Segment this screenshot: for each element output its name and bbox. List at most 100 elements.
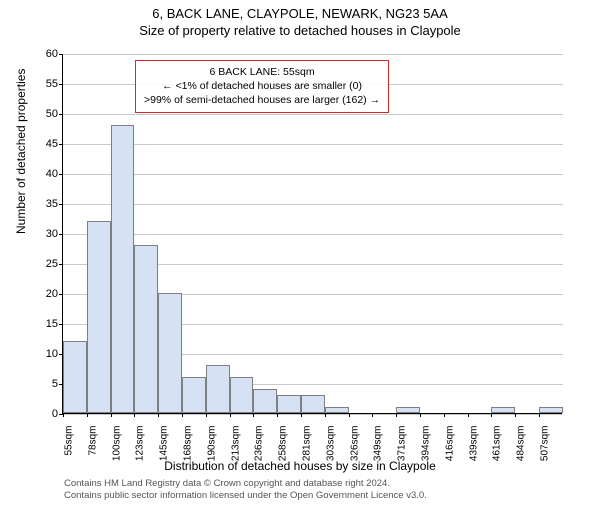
ytick-label: 10 (46, 348, 58, 360)
xtick-label: 168sqm (183, 426, 194, 462)
y-axis-label: Number of detached properties (14, 69, 28, 234)
ytick-label: 50 (46, 108, 58, 120)
ytick-mark (59, 264, 63, 265)
ytick-label: 45 (46, 138, 58, 150)
ytick-mark (59, 234, 63, 235)
ytick-label: 35 (46, 198, 58, 210)
ytick-mark (59, 324, 63, 325)
xtick-mark (111, 413, 112, 417)
histogram-bar (206, 365, 230, 413)
xtick-mark (349, 413, 350, 417)
ytick-mark (59, 174, 63, 175)
ytick-label: 30 (46, 228, 58, 240)
footer-attribution: Contains HM Land Registry data © Crown c… (64, 478, 427, 503)
chart-title-address: 6, BACK LANE, CLAYPOLE, NEWARK, NG23 5AA (0, 6, 600, 21)
xtick-label: 100sqm (111, 426, 122, 462)
histogram-bar (539, 407, 563, 413)
xtick-label: 394sqm (421, 426, 432, 462)
chart-area: 05101520253035404550556055sqm78sqm100sqm… (62, 54, 562, 414)
ytick-label: 20 (46, 288, 58, 300)
annotation-line: ← <1% of detached houses are smaller (0) (144, 79, 380, 93)
gridline (63, 54, 563, 55)
xtick-label: 507sqm (540, 426, 551, 462)
xtick-mark (277, 413, 278, 417)
gridline (63, 204, 563, 205)
histogram-bar (87, 221, 111, 413)
xtick-label: 326sqm (349, 426, 360, 462)
histogram-bar (230, 377, 254, 413)
xtick-label: 303sqm (325, 426, 336, 462)
gridline (63, 234, 563, 235)
ytick-label: 55 (46, 78, 58, 90)
ytick-mark (59, 144, 63, 145)
xtick-label: 258sqm (278, 426, 289, 462)
xtick-mark (325, 413, 326, 417)
histogram-bar (253, 389, 277, 413)
xtick-label: 461sqm (492, 426, 503, 462)
annotation-line: 6 BACK LANE: 55sqm (144, 65, 380, 79)
xtick-mark (230, 413, 231, 417)
xtick-label: 236sqm (254, 426, 265, 462)
ytick-label: 0 (52, 408, 58, 420)
histogram-bar (63, 341, 87, 413)
plot-area: 05101520253035404550556055sqm78sqm100sqm… (62, 54, 562, 414)
gridline (63, 174, 563, 175)
xtick-mark (539, 413, 540, 417)
ytick-mark (59, 54, 63, 55)
gridline (63, 144, 563, 145)
xtick-mark (396, 413, 397, 417)
xtick-label: 484sqm (516, 426, 527, 462)
histogram-bar (396, 407, 420, 413)
xtick-mark (206, 413, 207, 417)
xtick-mark (444, 413, 445, 417)
ytick-label: 5 (52, 378, 58, 390)
xtick-mark (420, 413, 421, 417)
xtick-mark (253, 413, 254, 417)
footer-line2: Contains public sector information licen… (64, 490, 427, 502)
xtick-mark (87, 413, 88, 417)
xtick-label: 349sqm (373, 426, 384, 462)
histogram-bar (134, 245, 158, 413)
ytick-mark (59, 204, 63, 205)
xtick-mark (63, 413, 64, 417)
xtick-label: 190sqm (206, 426, 217, 462)
xtick-mark (158, 413, 159, 417)
annotation-line: >99% of semi-detached houses are larger … (144, 93, 380, 107)
xtick-mark (515, 413, 516, 417)
chart-title-subtitle: Size of property relative to detached ho… (0, 23, 600, 38)
xtick-mark (468, 413, 469, 417)
xtick-mark (182, 413, 183, 417)
histogram-bar (111, 125, 135, 413)
histogram-bar (491, 407, 515, 413)
ytick-label: 40 (46, 168, 58, 180)
x-axis-label: Distribution of detached houses by size … (0, 459, 600, 473)
histogram-bar (182, 377, 206, 413)
xtick-label: 416sqm (444, 426, 455, 462)
footer-line1: Contains HM Land Registry data © Crown c… (64, 478, 427, 490)
ytick-label: 60 (46, 48, 58, 60)
ytick-mark (59, 84, 63, 85)
xtick-label: 123sqm (135, 426, 146, 462)
xtick-mark (301, 413, 302, 417)
annotation-callout: 6 BACK LANE: 55sqm← <1% of detached hous… (135, 60, 389, 113)
ytick-mark (59, 114, 63, 115)
histogram-bar (325, 407, 349, 413)
xtick-label: 281sqm (302, 426, 313, 462)
xtick-label: 55sqm (64, 426, 75, 462)
gridline (63, 414, 563, 415)
xtick-mark (491, 413, 492, 417)
xtick-mark (372, 413, 373, 417)
xtick-label: 439sqm (468, 426, 479, 462)
gridline (63, 114, 563, 115)
xtick-mark (134, 413, 135, 417)
ytick-mark (59, 294, 63, 295)
xtick-label: 145sqm (159, 426, 170, 462)
ytick-label: 15 (46, 318, 58, 330)
histogram-bar (301, 395, 325, 413)
xtick-label: 213sqm (230, 426, 241, 462)
ytick-label: 25 (46, 258, 58, 270)
xtick-label: 371sqm (397, 426, 408, 462)
histogram-bar (158, 293, 182, 413)
xtick-label: 78sqm (87, 426, 98, 462)
histogram-bar (277, 395, 301, 413)
